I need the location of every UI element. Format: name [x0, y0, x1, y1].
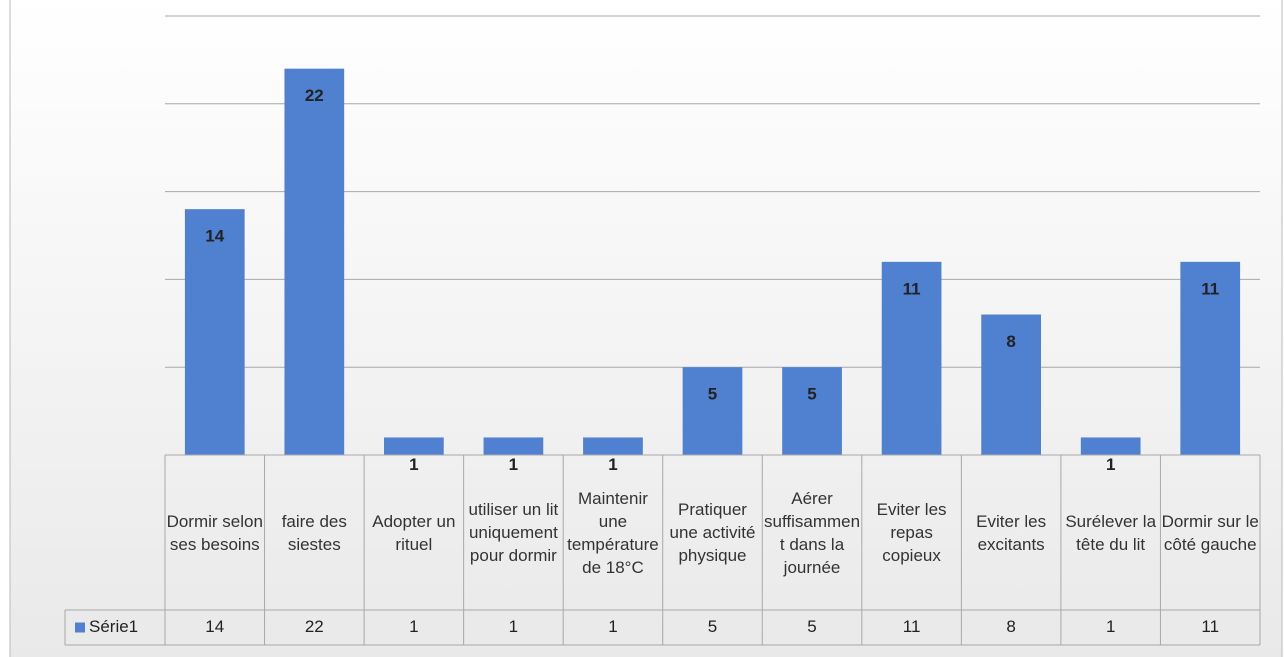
data-label: 22 [305, 86, 324, 105]
x-tick-label: Pratiquer une activité physique [669, 500, 756, 565]
bar [682, 367, 743, 455]
bar [1080, 437, 1141, 455]
data-label: 11 [903, 279, 921, 298]
data-label: 1 [409, 455, 418, 474]
bar [981, 314, 1041, 455]
table-value: 22 [305, 617, 324, 636]
category-cell: Eviter les excitants [976, 511, 1047, 554]
data-label: 5 [708, 385, 717, 404]
table-value: 1 [608, 617, 617, 636]
table-value: 14 [205, 617, 224, 636]
table-value: 1 [1106, 617, 1115, 636]
category-cell: Dormir selon ses besoins [166, 511, 263, 554]
bar [483, 437, 544, 455]
x-tick-label: faire des siestes [281, 511, 347, 554]
data-label: 1 [509, 455, 518, 474]
x-tick-label: Dormir sur le côté gauche [1161, 511, 1259, 554]
table-value: 11 [903, 617, 921, 636]
bar [583, 437, 643, 455]
category-cell: Pratiquer une activité physique [669, 500, 756, 565]
bar [881, 261, 942, 455]
table-value: 1 [409, 617, 418, 636]
bar [384, 437, 444, 455]
category-cell: Maintenir une température de 18°C [567, 488, 659, 577]
bar [782, 367, 842, 455]
x-tick-label: Maintenir une température de 18°C [567, 488, 659, 577]
bar [184, 209, 245, 455]
bar [284, 68, 345, 456]
legend-swatch [75, 622, 85, 633]
bar [1180, 261, 1241, 455]
x-tick-label: Eviter les repas copieux [876, 500, 947, 565]
data-label: 1 [1106, 455, 1115, 474]
category-cell: utiliser un lit uniquement pour dormir [468, 500, 559, 565]
category-cell: faire des siestes [281, 511, 347, 554]
table-value: 1 [509, 617, 518, 636]
x-tick-label: Adopter un rituel [372, 511, 456, 554]
x-tick-label: Eviter les excitants [976, 511, 1047, 554]
data-label: 14 [205, 227, 224, 246]
category-cell: Surélever la tête du lit [1065, 511, 1157, 554]
legend-label: Série1 [89, 617, 138, 636]
table-value: 11 [1201, 617, 1219, 636]
category-cell: Adopter un rituel [372, 511, 456, 554]
table-value: 5 [807, 617, 816, 636]
x-tick-label: Aérer suffisamment dans la journée [764, 488, 861, 577]
data-label: 8 [1006, 332, 1015, 351]
x-tick-label: utiliser un lit uniquement pour dormir [468, 500, 559, 565]
data-label: 1 [608, 455, 617, 474]
data-label: 11 [1201, 279, 1219, 298]
category-cell: Dormir sur le côté gauche [1161, 511, 1259, 554]
data-label: 5 [807, 385, 816, 404]
category-cell: Aérer suffisamment dans la journée [764, 488, 861, 577]
x-tick-label: Dormir selon ses besoins [166, 511, 263, 554]
category-cell: Eviter les repas copieux [876, 500, 947, 565]
x-tick-label: Surélever la tête du lit [1065, 511, 1157, 554]
table-value: 8 [1006, 617, 1015, 636]
table-value: 5 [708, 617, 717, 636]
